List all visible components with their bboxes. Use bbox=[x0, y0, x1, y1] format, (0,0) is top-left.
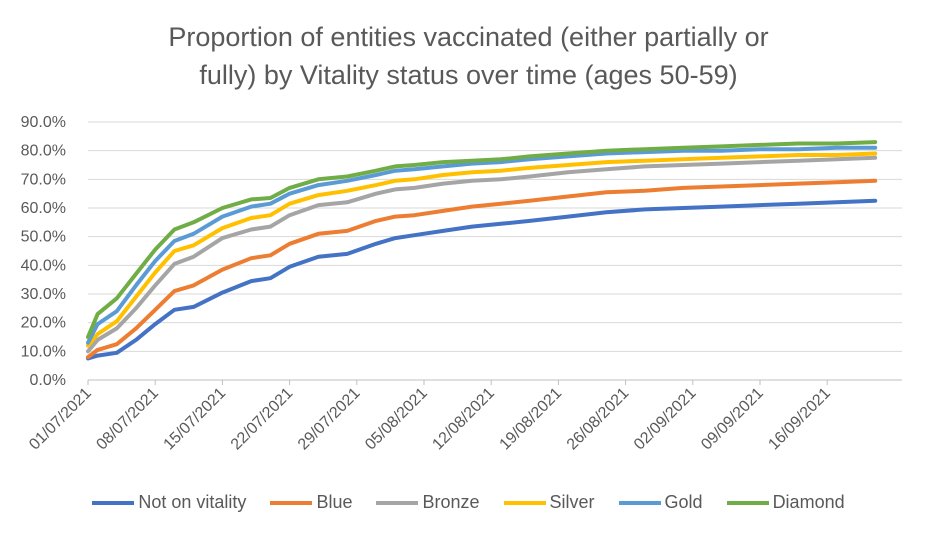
legend: Not on vitality Blue Bronze Silver Gold Diamo… bbox=[0, 492, 937, 513]
legend-item: Bronze bbox=[376, 492, 480, 513]
legend-swatch bbox=[618, 500, 661, 505]
legend-label: Blue bbox=[316, 492, 353, 512]
legend-item: Silver bbox=[503, 492, 595, 513]
legend-label: Silver bbox=[549, 492, 595, 512]
x-tick-label: 26/08/2021 bbox=[564, 385, 633, 454]
y-tick-label: 60.0% bbox=[21, 200, 66, 217]
y-tick-label: 40.0% bbox=[21, 257, 66, 274]
series-line-bronze bbox=[86, 155, 878, 354]
chart-title-line-1: Proportion of entities vaccinated (eithe… bbox=[168, 22, 769, 52]
legend-swatch bbox=[270, 500, 313, 505]
x-tick-label: 01/07/2021 bbox=[26, 385, 95, 454]
x-tick-label: 05/08/2021 bbox=[362, 385, 431, 454]
legend-label: Not on vitality bbox=[138, 492, 247, 512]
y-tick-label: 30.0% bbox=[21, 286, 66, 303]
x-tick-label: 22/07/2021 bbox=[228, 385, 297, 454]
y-tick-label: 80.0% bbox=[21, 143, 66, 160]
y-tick-label: 90.0% bbox=[21, 114, 66, 131]
x-axis-ticks: 01/07/202108/07/202115/07/202122/07/2021… bbox=[26, 380, 834, 453]
series-line-blue bbox=[86, 178, 878, 360]
y-tick-label: 20.0% bbox=[21, 315, 66, 332]
legend-label: Gold bbox=[664, 492, 703, 512]
series-line-gold bbox=[86, 145, 878, 345]
chart-title-line-2: fully) by Vitality status over time (age… bbox=[199, 60, 738, 90]
legend-swatch bbox=[92, 500, 135, 505]
legend-item: Not on vitality bbox=[92, 492, 246, 513]
series-lines bbox=[86, 140, 878, 361]
x-tick-label: 09/09/2021 bbox=[698, 385, 767, 454]
series-line-not-on-vitality bbox=[86, 198, 878, 361]
x-tick-label: 15/07/2021 bbox=[161, 385, 230, 454]
legend-swatch bbox=[726, 500, 769, 505]
series-line-diamond bbox=[86, 140, 878, 339]
x-tick-label: 16/09/2021 bbox=[765, 385, 834, 454]
x-tick-label: 12/08/2021 bbox=[429, 385, 498, 454]
y-tick-label: 0.0% bbox=[30, 372, 66, 389]
x-tick-label: 19/08/2021 bbox=[497, 385, 566, 454]
y-axis-ticks: 0.0% 10.0% 20.0% 30.0% 40.0% 50.0% 60.0% 70.0% 8… bbox=[21, 114, 66, 389]
x-tick-label: 29/07/2021 bbox=[295, 385, 364, 454]
x-tick-label: 08/07/2021 bbox=[93, 385, 162, 454]
legend-swatch bbox=[503, 500, 546, 505]
legend-item: Gold bbox=[618, 492, 703, 513]
legend-item: Diamond bbox=[726, 492, 845, 513]
y-tick-label: 10.0% bbox=[21, 343, 66, 360]
legend-label: Diamond bbox=[772, 492, 845, 512]
legend-swatch bbox=[376, 500, 419, 505]
y-tick-label: 50.0% bbox=[21, 229, 66, 246]
series-line-silver bbox=[86, 151, 878, 348]
legend-item: Blue bbox=[270, 492, 352, 513]
y-tick-label: 70.0% bbox=[21, 171, 66, 188]
legend-label: Bronze bbox=[422, 492, 480, 512]
x-tick-label: 02/09/2021 bbox=[631, 385, 700, 454]
chart-title: Proportion of entities vaccinated (eithe… bbox=[0, 18, 937, 94]
